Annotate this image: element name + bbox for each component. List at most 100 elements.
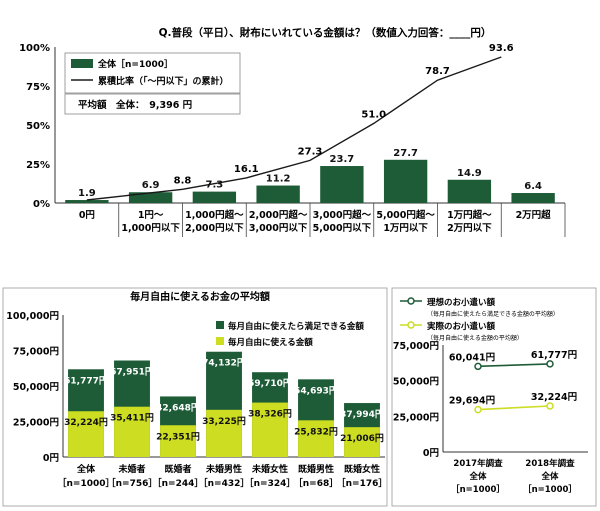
chart1-bar (192, 191, 237, 203)
chart1-line-label: 8.8 (174, 175, 192, 186)
chart2-bar-satisfied-label: 59,710円 (248, 378, 292, 389)
chart2-legend: 毎月自由に使えたら満足できる金額 毎月自由に使える金額 (216, 321, 364, 348)
chart1-bar-label: 6.9 (142, 180, 160, 191)
chart2-bar-satisfied-label: 42,648円 (156, 402, 200, 413)
legend-line-label: 累積比率（「～円以下」の累計） (98, 75, 229, 87)
average-annotation: 平均額 全体： 9,396 円 (78, 99, 192, 111)
chart2-bar-actual-label: 38,326円 (248, 409, 292, 420)
chart1-ytick-label: 75% (26, 82, 50, 93)
legend3-ideal-label: 理想のお小遣い額 (427, 297, 496, 308)
chart1-line-label: 16.1 (234, 164, 259, 175)
chart1-category-label: 0円 (79, 210, 95, 221)
chart1-bar-label: 1.9 (78, 188, 96, 199)
chart1-bar-label: 11.2 (266, 174, 291, 185)
chart3-ideal-label: 61,777円 (531, 350, 577, 361)
chart2-bar-satisfied-label: 67,951円 (110, 367, 154, 378)
chart1-cumulative-line (86, 56, 502, 201)
chart2-bar-actual (252, 402, 288, 457)
chart1-legend: 全体［n=1000］ 累積比率（「～円以下」の累計） (64, 52, 241, 94)
chart1-ytick-label: 0% (33, 199, 50, 210)
chart3-ytick-label: 75,000円 (393, 341, 439, 352)
chart3-ideal-point (474, 362, 482, 371)
chart1-category-label: 2万円超 (516, 209, 552, 221)
chart2-category-label: 既婚者［n=244］ (153, 463, 204, 489)
chart3-ideal-line (477, 363, 551, 368)
chart2-category-label: 未婚男性［n=432］ (199, 463, 250, 489)
chart3-ytick-label: 0円 (423, 448, 439, 459)
chart1-ytick-label: 25% (26, 160, 50, 171)
chart2-category-label: 全体［n=1000］ (58, 463, 115, 489)
chart3-legend: 理想のお小遣い額 （毎月自由に使えたら満足できる金額の平均額） 実際のお小遣い額… (400, 297, 559, 342)
chart2-bar-satisfied-label: 54,693円 (294, 385, 338, 396)
chart2-bar-actual (344, 427, 380, 457)
chart1-line-label: 78.7 (425, 66, 450, 77)
chart1-line-label: 93.6 (489, 43, 514, 54)
chart1-line-label: 27.3 (298, 146, 323, 157)
chart2-bar-actual-label: 33,225円 (202, 416, 246, 427)
chart1-category-label: 3,000円超～ 5,000円以下 (313, 209, 372, 234)
chart3-ideal-point (546, 360, 554, 368)
chart1-category-label: 1,000円超～ 2,000円以下 (185, 209, 244, 234)
chart1-ytick-label: 50% (26, 121, 50, 132)
legend-bar-swatch (71, 59, 93, 68)
chart2-ytick-label: 50,000円 (13, 382, 59, 393)
chart2-bar-actual (298, 420, 334, 457)
chart1-bar-label: 23.7 (330, 154, 355, 165)
chart1-ytick-label: 100% (19, 43, 50, 54)
chart1-bar (65, 200, 109, 203)
chart2-bar-actual (206, 409, 242, 457)
chart1-category-label: 1円～ 1,000円以下 (121, 210, 180, 234)
chart3-actual-label: 29,694円 (449, 396, 495, 407)
chart2-bar-actual-label: 25,832円 (294, 426, 338, 437)
chart3-actual-line (477, 405, 551, 411)
chart3-actual-point (474, 405, 482, 414)
chart1-bar-label: 14.9 (457, 168, 482, 179)
chart3-ytick-label: 50,000円 (393, 377, 439, 388)
chart2-bar-satisfied-label: 61,777円 (64, 375, 108, 386)
legend2-b-swatch (216, 337, 224, 345)
chart3-ideal-label: 60,041円 (449, 352, 495, 363)
chart1-title: Q.普段（平日）、財布にいれている金額は？（数値入力回答：____円） (159, 26, 492, 39)
chart2-ytick-label: 75,000円 (13, 347, 59, 358)
chart1-bar (256, 185, 300, 203)
chart1-bar-label: 6.4 (524, 181, 542, 192)
chart2-bar-satisfied-label: 74,132円 (202, 358, 246, 369)
chart1-bar-label: 27.7 (393, 148, 418, 159)
chart2-category-label: 既婚男性［n=68］ (294, 463, 338, 489)
legend3-ideal-sub: （毎月自由に使えたら満足できる金額の平均額） (427, 310, 559, 318)
chart2-bar-actual (160, 425, 196, 457)
chart3-actual-point (546, 402, 554, 410)
chart3-category-label: 2017年調査全体［n=1000］ (451, 458, 505, 495)
chart2-bar-actual (68, 411, 104, 457)
chart1-bar (447, 179, 492, 203)
chart2-bar-actual-label: 32,224円 (64, 417, 108, 428)
chart1-category-label: 5,000円超～ 1万円以下 (376, 209, 435, 234)
chart2-bar-actual-label: 22,351円 (156, 431, 200, 442)
legend2-a-swatch (216, 321, 224, 329)
chart1-bar (383, 159, 428, 203)
chart3-category-label: 2018年調査全体［n=1000］ (523, 458, 577, 495)
chart1-bar-label: 7.3 (206, 180, 224, 191)
chart2-category-label: 未婚者［n=756］ (107, 463, 158, 489)
chart3-actual-label: 32,224円 (531, 392, 577, 403)
legend2-a-label: 毎月自由に使えたら満足できる金額 (228, 321, 364, 332)
legend2-b-label: 毎月自由に使える金額 (228, 337, 313, 348)
chart1-bar (128, 192, 173, 203)
legend-bar-label: 全体［n=1000］ (97, 58, 173, 70)
legend3-actual-sub: （毎月自由に使える金額の平均額） (427, 334, 523, 342)
chart2-ytick-label: 25,000円 (13, 418, 59, 429)
chart1-bar (511, 193, 555, 203)
chart2-bar-satisfied-label: 37,994円 (340, 409, 384, 420)
chart1-line-label: 51.0 (361, 109, 386, 120)
chart2-bar-actual (114, 406, 150, 457)
chart2-category-label: 未婚女性［n=324］ (245, 463, 296, 489)
legend3-actual-label: 実際のお小遣い額 (427, 321, 496, 332)
chart1-category-label: 1万円超～ 2万円以下 (447, 209, 492, 234)
chart3-ytick-label: 25,000円 (393, 412, 439, 423)
chart2-bar-actual-label: 35,411円 (110, 413, 154, 424)
chart2-ytick-label: 0円 (43, 453, 59, 464)
chart2-title: 毎月自由に使えるお金の平均額 (130, 290, 270, 303)
chart2-category-label: 既婚女性［n=176］ (337, 463, 388, 489)
chart2-ytick-label: 100,000円 (6, 311, 59, 322)
